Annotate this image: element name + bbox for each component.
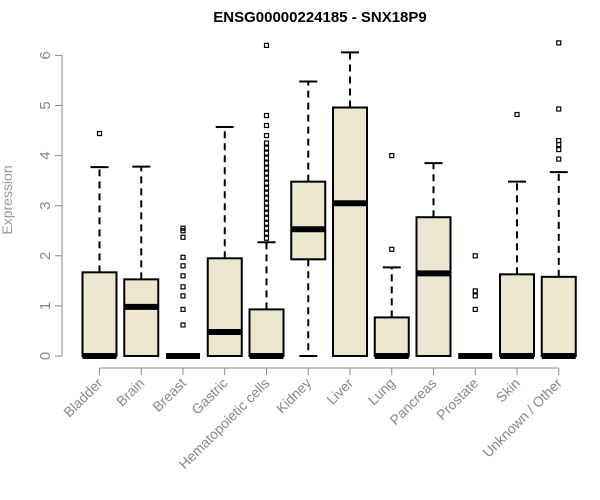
outlier-point	[180, 322, 186, 328]
outlier-point	[263, 112, 270, 119]
outlier-point	[263, 165, 270, 171]
box-iqr	[499, 273, 535, 358]
y-tick-label: 5	[37, 101, 54, 109]
outlier-point	[180, 263, 186, 269]
outlier-point	[263, 235, 270, 241]
box-skin	[499, 111, 535, 359]
box-kidney	[290, 80, 327, 357]
box-iqr	[123, 278, 160, 357]
outlier-point	[472, 293, 478, 299]
y-tick-label: 3	[37, 202, 54, 210]
outlier-point	[263, 145, 270, 151]
box-iqr	[290, 180, 327, 261]
outlier-point	[514, 111, 520, 118]
outlier-point	[180, 254, 186, 260]
outlier-point	[263, 140, 270, 146]
x-tick-label: Liver	[323, 375, 356, 408]
outlier-point	[263, 230, 270, 236]
outlier-point	[556, 106, 562, 112]
outlier-point	[389, 153, 395, 159]
x-tick-label: Bladder	[60, 375, 106, 421]
outlier-point	[263, 160, 270, 166]
outlier-point	[180, 293, 186, 299]
outlier-point	[263, 122, 270, 129]
box-breast	[166, 225, 200, 359]
box-iqr	[415, 216, 452, 357]
box-gastric	[206, 126, 243, 357]
box-iqr	[332, 106, 368, 357]
chart-title: ENSG00000224185 - SNX18P9	[213, 9, 426, 26]
box-lung	[373, 153, 410, 359]
boxes-group	[81, 40, 577, 359]
y-tick-label: 1	[37, 302, 54, 310]
outlier-point	[263, 215, 270, 221]
box-iqr	[248, 308, 285, 358]
outlier-point	[556, 156, 562, 162]
outlier-point	[180, 284, 186, 290]
outlier-point	[263, 205, 270, 211]
x-tick-label: Prostate	[433, 375, 481, 423]
y-tick-label: 6	[37, 51, 54, 59]
outlier-point	[180, 225, 186, 231]
x-tick-label: Lung	[365, 375, 398, 408]
outlier-point	[263, 210, 270, 216]
y-tick-label: 4	[37, 151, 54, 159]
box-bladder	[81, 130, 118, 359]
x-tick-label: Kidney	[273, 375, 315, 417]
outlier-point	[263, 155, 270, 161]
outlier-point	[263, 195, 270, 201]
x-tick-label: Unknown / Other	[479, 375, 565, 461]
box-liver	[332, 51, 368, 357]
y-axis-label: Expression	[0, 165, 15, 234]
outlier-point	[263, 220, 270, 226]
box-iqr	[373, 316, 410, 358]
outlier-point	[389, 246, 395, 252]
outlier-point	[96, 130, 103, 137]
outlier-point	[263, 225, 270, 231]
x-tick-label: Brain	[113, 375, 147, 409]
box-pancreas	[415, 162, 452, 357]
outlier-point	[263, 180, 270, 186]
outlier-point	[263, 42, 270, 48]
x-tick-label: Skin	[493, 375, 524, 406]
outlier-point	[180, 306, 186, 313]
outlier-point	[556, 137, 562, 144]
outlier-point	[263, 150, 270, 156]
outlier-point	[472, 253, 478, 259]
box-unknown-other	[540, 40, 577, 359]
outlier-point	[556, 146, 562, 153]
outlier-point	[472, 288, 478, 294]
box-iqr	[81, 271, 118, 358]
y-tick-label: 0	[37, 352, 54, 360]
outlier-point	[556, 40, 562, 46]
outlier-point	[263, 175, 270, 181]
x-tick-label: Breast	[149, 375, 189, 415]
outlier-point	[180, 234, 186, 240]
outlier-point	[263, 185, 270, 191]
outlier-point	[263, 132, 270, 139]
box-prostate	[458, 253, 493, 359]
y-tick-label: 2	[37, 252, 54, 260]
box-brain	[123, 165, 160, 357]
outlier-point	[472, 306, 478, 313]
outlier-point	[556, 141, 562, 148]
box-iqr	[206, 257, 243, 357]
outlier-point	[263, 200, 270, 206]
box-iqr	[540, 275, 577, 358]
outlier-point	[263, 170, 270, 176]
outlier-point	[263, 190, 270, 196]
outlier-point	[180, 273, 186, 279]
box-hematopoietic-cells	[248, 42, 285, 359]
